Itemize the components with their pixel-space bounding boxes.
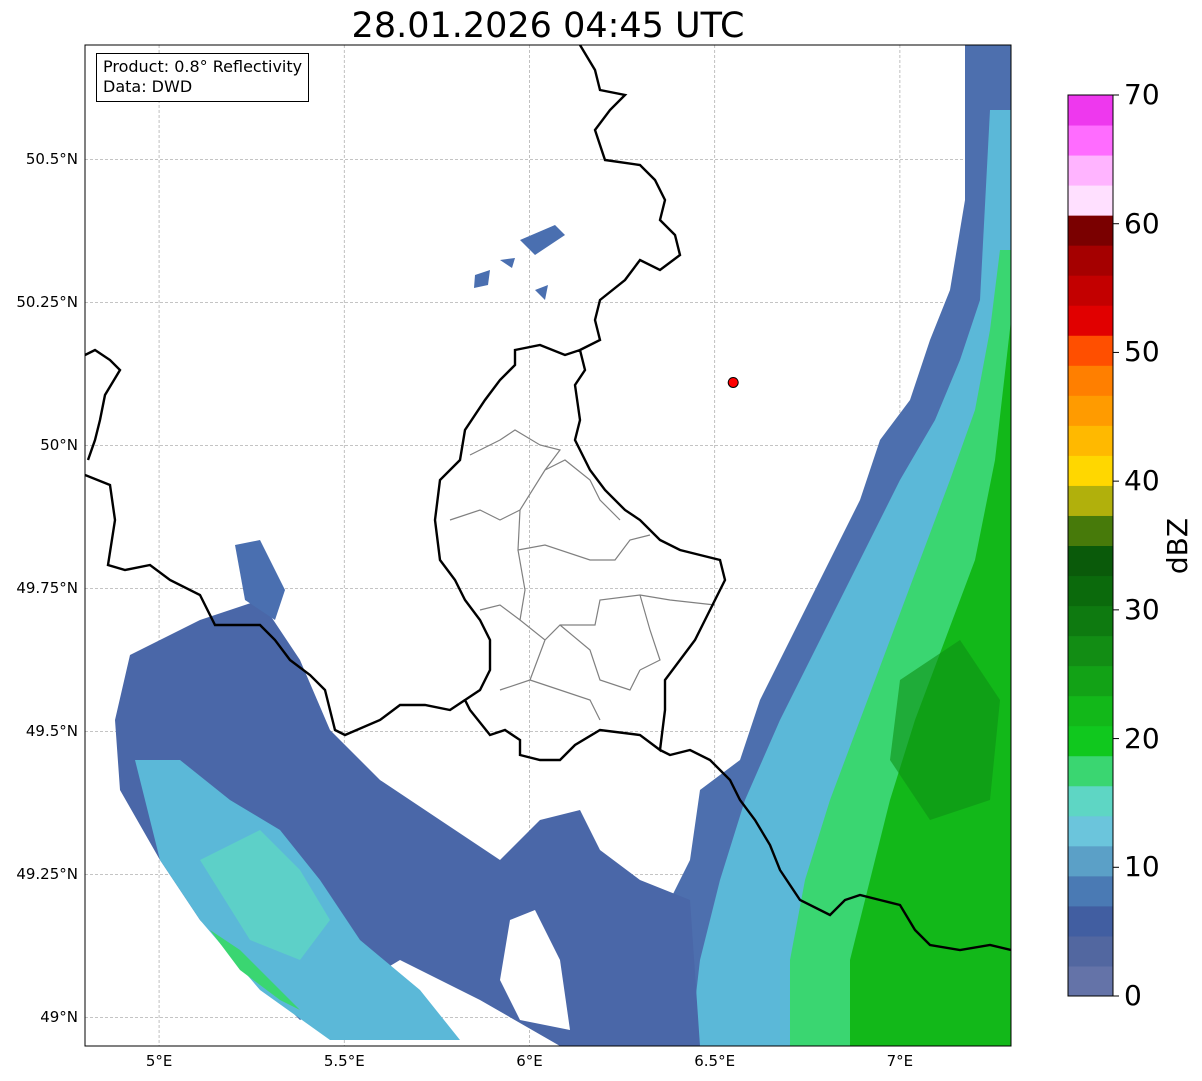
echo-east-dark <box>890 640 1000 820</box>
echo-north-streaks <box>474 225 565 300</box>
colorbar-tick-label: 60 <box>1124 206 1160 240</box>
colorbar-segment <box>1068 365 1113 396</box>
colorbar-segment <box>1068 515 1113 546</box>
colorbar-frame <box>1067 94 1114 997</box>
canton-lines <box>449 429 716 721</box>
colorbar-segment <box>1068 815 1113 847</box>
colorbar-segment <box>1068 545 1113 577</box>
colorbar-segment <box>1068 635 1113 667</box>
lon-tick-label: 6.5°E <box>694 1052 736 1070</box>
national-border-north <box>578 45 682 352</box>
echo-gap <box>500 910 570 1030</box>
colorbar-segment <box>1068 215 1113 246</box>
lat-tick-label: 50.25°N <box>16 293 78 312</box>
colorbar-segment <box>1068 425 1113 456</box>
radar-site-marker <box>727 376 739 388</box>
colorbar-tick-label: 30 <box>1124 592 1160 626</box>
luxembourg-border <box>433 343 727 762</box>
colorbar-segment <box>1068 845 1113 877</box>
colorbar-segment <box>1068 125 1113 156</box>
national-border-west <box>85 348 122 461</box>
colorbar-segment <box>1068 695 1113 727</box>
colorbar-tick-label: 0 <box>1124 979 1142 1012</box>
borders <box>85 45 1011 952</box>
colorbar-segment <box>1068 575 1113 607</box>
lon-tick-label: 5°E <box>145 1052 173 1070</box>
lat-tick-label: 50.5°N <box>25 150 78 169</box>
lon-tick-label: 6°E <box>516 1052 543 1070</box>
colorbar-tick-label: 50 <box>1124 335 1160 369</box>
lon-tick-label: 7°E <box>886 1052 914 1070</box>
lat-tick-label: 50°N <box>40 436 78 455</box>
lat-tick-label: 49°N <box>40 1008 78 1027</box>
colorbar-segment <box>1068 665 1113 697</box>
echo-southwest-green <box>210 930 300 1010</box>
colorbar-segment <box>1068 245 1113 276</box>
colorbar-tick-label: 40 <box>1124 464 1160 498</box>
colorbar-segment <box>1068 335 1113 366</box>
colorbar-segment <box>1068 605 1113 637</box>
lat-tick-label: 49.5°N <box>25 722 78 741</box>
colorbar-segment <box>1068 755 1113 787</box>
colorbar-segment <box>1068 155 1113 186</box>
colorbar-segment <box>1068 395 1113 426</box>
echo-west-fragment <box>235 540 285 620</box>
precipitation-echoes <box>115 45 1011 1046</box>
lon-tick-label: 5.5°E <box>323 1052 365 1070</box>
colorbar-segment <box>1068 725 1113 757</box>
lat-tick-label: 49.75°N <box>16 579 78 598</box>
colorbar-tick-label: 20 <box>1124 721 1160 755</box>
map-title: 28.01.2026 04:45 UTC <box>351 6 745 46</box>
colorbar-segment <box>1068 185 1113 216</box>
colorbar-segment <box>1068 455 1113 486</box>
lat-tick-label: 49.25°N <box>16 865 78 884</box>
product-label: Product: 0.8° Reflectivity <box>103 57 303 76</box>
colorbar-segment <box>1068 785 1113 817</box>
colorbar-segment <box>1068 875 1113 907</box>
national-border-south <box>85 473 1011 952</box>
colorbar-tick-label: 10 <box>1124 850 1160 884</box>
echo-southwest-teal <box>200 830 330 960</box>
colorbar-segment <box>1068 965 1113 997</box>
colorbar-segment <box>1068 95 1113 126</box>
colorbar-segment <box>1068 305 1113 336</box>
product-info-box: Product: 0.8° Reflectivity Data: DWD <box>96 53 310 102</box>
colorbar-tick-label: 70 <box>1124 78 1160 111</box>
colorbar-label: dBZ <box>1161 517 1194 575</box>
colorbar-segment <box>1068 935 1113 967</box>
colorbar-segment <box>1068 905 1113 937</box>
data-source-label: Data: DWD <box>103 77 193 96</box>
colorbar-segment <box>1068 485 1113 516</box>
colorbar-segment <box>1068 275 1113 306</box>
